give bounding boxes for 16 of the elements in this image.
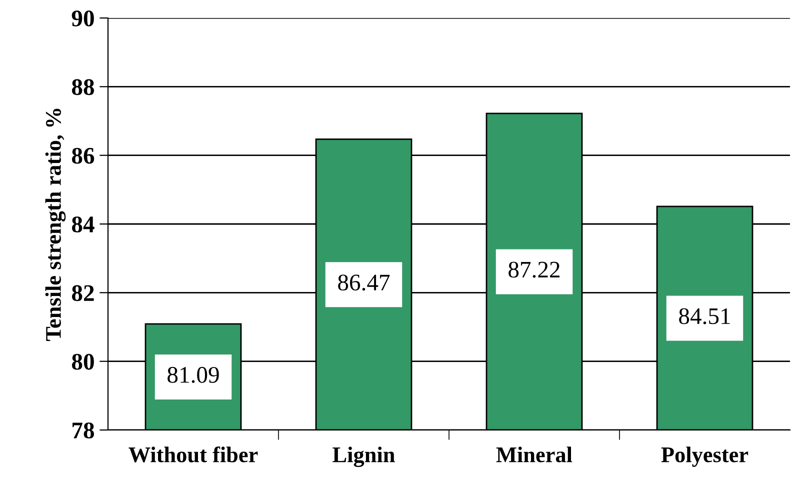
y-tick-label: 84: [72, 216, 94, 232]
y-axis-title: Tensile strength ratio, %: [45, 108, 66, 341]
y-tick-label: 78: [72, 422, 94, 438]
x-tick-label: Lignin: [332, 446, 395, 467]
y-tick-label: 86: [72, 148, 94, 164]
data-label: 87.22: [508, 262, 560, 278]
x-tick-label: Mineral: [496, 446, 572, 462]
x-tick-label: Without fiber: [128, 446, 258, 462]
data-label: 84.51: [679, 308, 730, 324]
y-tick-label: 82: [72, 285, 94, 302]
x-tick-label: Polyester: [661, 446, 748, 467]
y-tick-label: 88: [72, 79, 94, 96]
data-label: 81.09: [168, 366, 219, 383]
data-label: 86.47: [338, 274, 390, 291]
y-tick-label: 80: [72, 354, 94, 370]
y-tick-label: 90: [72, 10, 94, 26]
